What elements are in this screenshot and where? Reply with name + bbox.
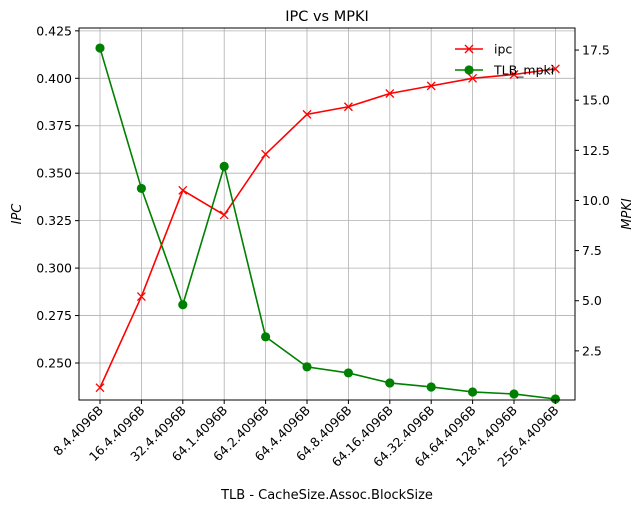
data-point	[468, 73, 478, 83]
legend: ipc TLB_mpki	[455, 42, 554, 78]
y-right-tick-label: 2.5	[582, 343, 602, 358]
y-left-tick-label: 0.275	[36, 308, 72, 323]
y-left-tick-label: 0.250	[36, 355, 72, 370]
series-line	[99, 68, 556, 388]
data-point	[95, 383, 105, 393]
data-point	[550, 394, 561, 404]
series-layer	[95, 43, 561, 404]
data-point	[136, 183, 146, 194]
series-tlb-mpki	[95, 43, 561, 404]
data-point	[385, 89, 395, 98]
data-point	[343, 102, 353, 112]
y-left-tick-label: 0.425	[36, 23, 72, 38]
y-right-tick-label: 15.0	[582, 93, 610, 108]
chart-title: IPC vs MPKI	[285, 9, 369, 25]
x-axis: 8.4.4096B16.4.4096B32.4.4096B64.1.4096B6…	[50, 400, 562, 470]
legend-marker	[464, 44, 474, 54]
data-point	[261, 332, 271, 342]
y-right-tick-label: 17.5	[582, 43, 610, 58]
y-right-tick-label: 12.5	[582, 143, 610, 158]
data-point	[550, 64, 560, 74]
data-point	[219, 161, 229, 171]
data-point	[136, 292, 146, 302]
data-point	[219, 210, 229, 220]
y-left-tick-label: 0.400	[36, 71, 72, 86]
data-point	[468, 387, 478, 397]
legend-entry: TLB_mpki	[455, 63, 554, 78]
y-axis-left: 0.250 0.275 0.300 0.325 0.350 0.375 0.400 0.425	[36, 23, 79, 370]
grid	[79, 28, 575, 400]
data-point	[385, 378, 395, 388]
y-axis-right-label: MPKI	[620, 198, 635, 230]
legend-marker	[464, 65, 474, 75]
y-right-tick-label: 10.0	[582, 193, 610, 208]
data-point	[261, 149, 271, 159]
data-point	[178, 185, 188, 195]
data-point	[426, 382, 436, 392]
legend-label: ipc	[494, 42, 512, 57]
y-right-tick-label: 7.5	[582, 243, 602, 258]
y-axis-right: 2.5 5.0 7.5 10.0 12.5 15.0 17.5	[575, 43, 610, 358]
y-left-tick-label: 0.325	[36, 213, 72, 228]
data-point	[509, 389, 519, 399]
data-point	[302, 109, 312, 119]
y-left-tick-label: 0.350	[36, 166, 72, 181]
data-point	[343, 368, 353, 378]
legend-label: TLB_mpki	[493, 63, 554, 78]
y-left-tick-label: 0.300	[36, 261, 72, 276]
y-axis-left-label: IPC	[10, 203, 25, 225]
data-point	[426, 81, 436, 91]
y-left-tick-label: 0.375	[36, 118, 72, 133]
data-point	[95, 43, 105, 53]
data-point	[178, 300, 188, 310]
legend-entry: ipc	[455, 42, 512, 57]
y-right-tick-label: 5.0	[582, 293, 602, 308]
data-point	[509, 70, 519, 79]
data-point	[302, 362, 312, 372]
series-ipc	[95, 64, 560, 393]
x-axis-label: TLB - CacheSize.Assoc.BlockSize	[220, 488, 433, 503]
plot-frame	[78, 27, 576, 401]
series-line	[99, 47, 556, 400]
